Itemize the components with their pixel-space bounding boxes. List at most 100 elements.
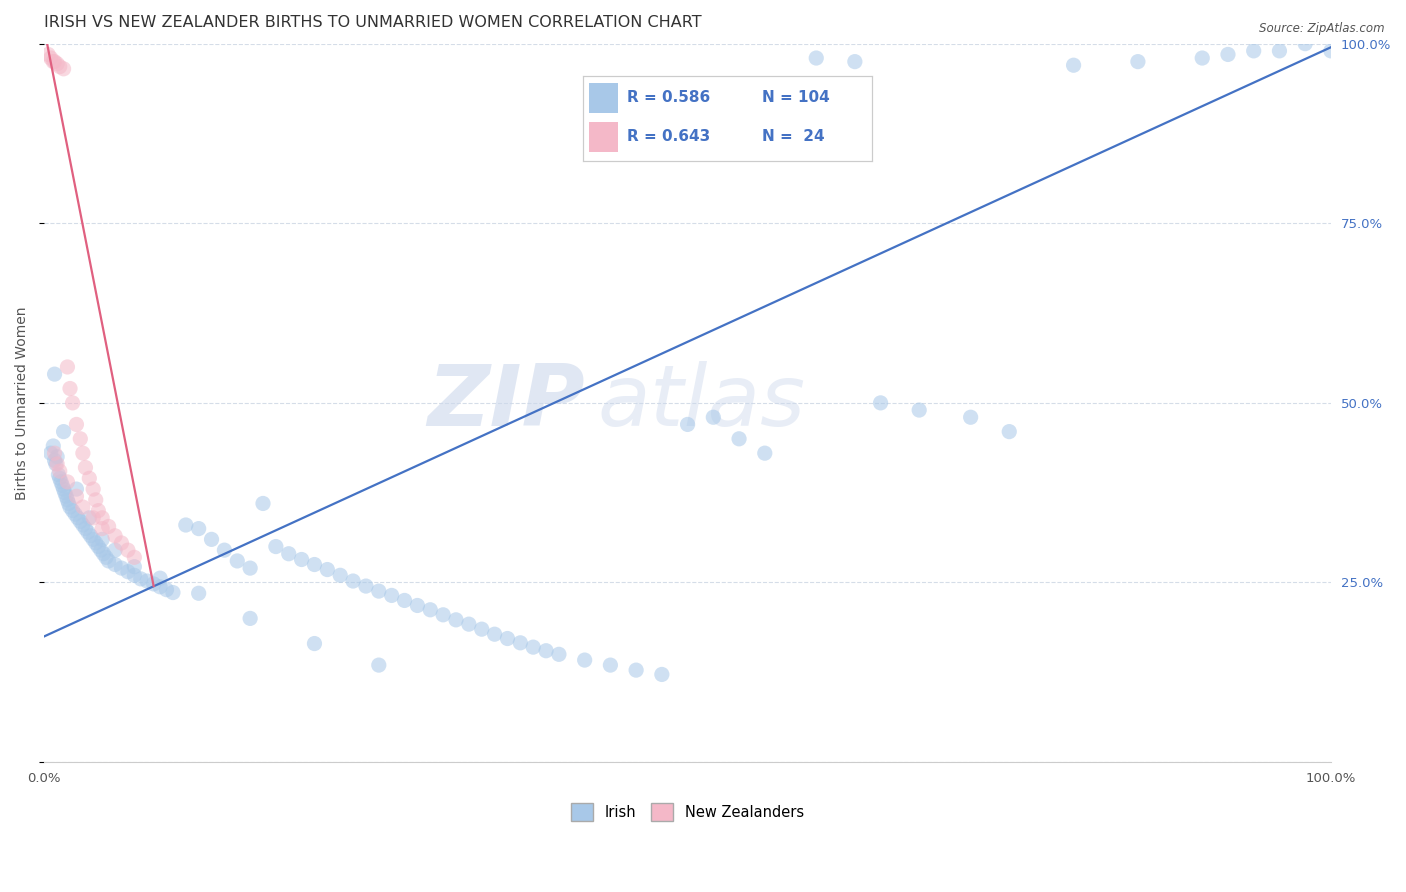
Point [162,585,184,599]
Point [39,446,62,460]
Point [316,563,339,577]
Point [56,359,79,374]
Point [599,658,621,673]
Point [239,561,262,575]
Point [728,432,751,446]
Point [66,511,89,525]
Text: ZIP: ZIP [427,361,585,444]
Point [522,640,544,654]
Point [117,565,139,579]
Point [44,54,66,69]
Point [55,489,77,503]
Point [304,558,326,572]
Point [394,593,416,607]
Point [124,568,146,582]
Point [79,529,101,543]
Point [84,536,107,550]
Point [104,529,127,543]
Point [77,525,100,540]
Point [354,579,377,593]
Point [65,489,87,503]
Point [65,482,87,496]
Point [367,584,389,599]
Point [56,475,79,489]
Point [304,636,326,650]
Point [534,644,557,658]
Point [65,417,87,432]
Point [329,568,352,582]
Point [59,500,82,514]
Point [381,589,404,603]
Point [187,586,209,600]
Point [1243,44,1265,58]
Point [252,496,274,510]
Point [367,658,389,673]
Point [702,410,724,425]
Text: Source: ZipAtlas.com: Source: ZipAtlas.com [1260,22,1385,36]
Point [1216,47,1239,62]
Point [93,547,115,561]
FancyBboxPatch shape [589,122,619,152]
Point [406,599,429,613]
Point [1268,44,1291,58]
Point [676,417,699,432]
Point [136,574,159,588]
Point [44,446,66,460]
Point [509,636,531,650]
Point [58,496,80,510]
Text: N = 104: N = 104 [762,90,830,105]
Point [44,453,66,467]
Point [187,522,209,536]
Point [69,432,91,446]
Point [239,611,262,625]
Point [45,457,67,471]
Point [291,552,314,566]
Point [52,425,75,439]
Point [91,522,114,536]
Text: R = 0.586: R = 0.586 [627,90,710,105]
Point [39,51,62,65]
Point [72,500,94,514]
Point [444,613,467,627]
Point [63,507,86,521]
Point [79,471,101,485]
Point [651,667,673,681]
Point [457,617,479,632]
Point [42,439,65,453]
Point [75,522,97,536]
Point [1320,44,1343,58]
Point [419,603,441,617]
Point [1063,58,1085,72]
Point [53,485,76,500]
Point [87,503,110,517]
Point [51,478,73,492]
Point [44,367,66,381]
Point [84,492,107,507]
Point [574,653,596,667]
Point [46,457,69,471]
Point [471,622,494,636]
Point [1126,54,1149,69]
Point [46,57,69,71]
Point [48,464,70,478]
Point [277,547,299,561]
Point [97,554,120,568]
Point [124,550,146,565]
Point [142,577,165,591]
Point [97,519,120,533]
Point [46,450,69,464]
Point [59,382,82,396]
Point [82,511,104,525]
Point [37,47,59,62]
Point [264,540,287,554]
Point [72,518,94,533]
Point [496,632,519,646]
Point [90,543,112,558]
Text: N =  24: N = 24 [762,129,825,145]
Point [110,561,132,575]
Point [1294,37,1316,51]
Point [52,62,75,76]
Point [149,571,172,585]
Point [484,627,506,641]
Point [94,550,117,565]
